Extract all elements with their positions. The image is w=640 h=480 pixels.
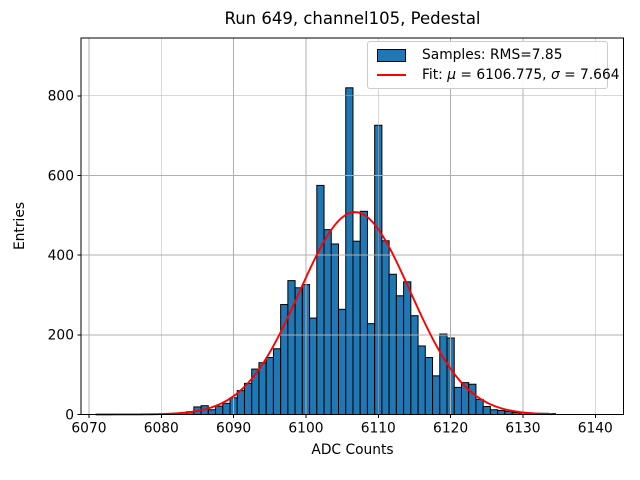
- histogram-bar: [468, 383, 477, 416]
- histogram-bar: [403, 281, 412, 415]
- legend: Samples: RMS=7.85 Fit: μ = 6106.775, σ =…: [367, 41, 620, 89]
- histogram-bar: [366, 323, 376, 415]
- histogram-bar: [265, 357, 274, 415]
- legend-fit-line: [377, 73, 406, 76]
- x-tick-label: 6090: [216, 421, 251, 437]
- histogram-bar: [432, 375, 441, 416]
- histogram-bar: [345, 87, 354, 416]
- histogram-bar: [251, 368, 260, 415]
- x-tick-label: 6130: [505, 421, 540, 437]
- x-tick-label: 6120: [433, 421, 468, 437]
- histogram-bar: [222, 402, 231, 415]
- y-tick-label: 600: [48, 168, 74, 184]
- histogram-bar: [338, 308, 347, 416]
- y-tick-label: 0: [65, 407, 74, 423]
- histogram-bar: [287, 280, 296, 415]
- legend-entry-samples: Samples: RMS=7.85: [377, 47, 607, 63]
- histogram-bar: [489, 409, 499, 416]
- histogram-bar: [395, 295, 405, 415]
- histogram-bar: [330, 243, 339, 415]
- x-tick-label: 6110: [361, 421, 396, 437]
- x-tick-label: 6070: [71, 421, 106, 437]
- axes-spines: [80, 37, 624, 415]
- histogram-bar: [258, 362, 267, 415]
- histogram-bar: [424, 357, 434, 415]
- histogram-bar: [309, 317, 318, 415]
- histogram-bar: [316, 184, 325, 415]
- x-tick-label: 6140: [578, 421, 613, 437]
- histogram-bar: [352, 240, 361, 415]
- histogram-bar: [207, 409, 217, 416]
- histogram-bar: [439, 333, 448, 415]
- histogram-bar: [272, 348, 282, 416]
- histogram-bar: [294, 287, 303, 415]
- histogram-bar: [453, 386, 462, 416]
- x-tick-label: 6100: [288, 421, 323, 437]
- y-axis-label: Entries: [12, 201, 28, 251]
- histogram-bar: [482, 406, 491, 415]
- legend-samples-swatch: [377, 48, 406, 62]
- histogram-bar: [410, 315, 419, 415]
- legend-entry-fit: Fit: μ = 6106.775, σ = 7.664: [377, 67, 620, 83]
- x-axis-label: ADC Counts: [311, 442, 394, 458]
- y-tick-label: 400: [48, 248, 74, 264]
- histogram-bar: [243, 382, 253, 416]
- chart-title: Run 649, channel105, Pedestal: [224, 9, 481, 28]
- y-tick-label: 200: [48, 328, 74, 344]
- histogram-bar: [215, 405, 224, 416]
- histogram-bar: [359, 210, 368, 415]
- legend-samples-label: Samples: RMS=7.85: [422, 47, 563, 64]
- x-tick-label: 6080: [144, 421, 179, 437]
- histogram-bar: [388, 273, 397, 416]
- histogram-bar: [323, 229, 332, 415]
- histogram-bar: [236, 390, 245, 416]
- histogram-bar: [475, 398, 484, 415]
- y-tick-label: 800: [48, 89, 74, 105]
- histogram-bar: [497, 410, 506, 415]
- fit-curve: [95, 211, 553, 416]
- histogram-bar: [417, 345, 426, 415]
- legend-fit-label: Fit: μ = 6106.775, σ = 7.664: [422, 66, 620, 83]
- histogram-bar: [381, 240, 390, 415]
